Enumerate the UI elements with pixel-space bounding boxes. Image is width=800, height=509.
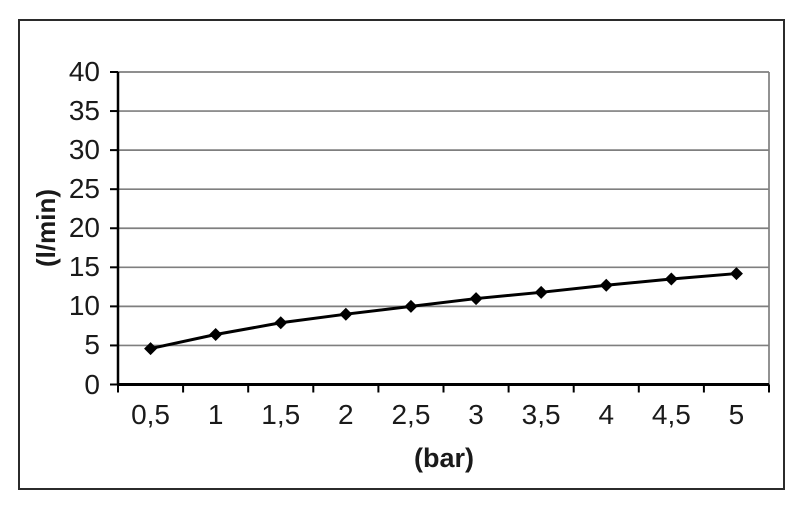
data-point-diamond-marker [729, 267, 743, 281]
data-point-diamond-marker [534, 285, 548, 299]
x-tick-label: 5 [728, 399, 745, 430]
data-point-diamond-marker [599, 278, 613, 292]
y-axis-title: (l/min) [31, 189, 61, 267]
x-tick-label: 1 [207, 399, 224, 430]
data-point-diamond-marker [469, 292, 483, 306]
y-tick-label: 0 [84, 368, 100, 400]
data-point-diamond-marker [339, 307, 353, 321]
x-tick-label: 4,5 [651, 399, 691, 430]
y-tick-label: 10 [68, 290, 100, 322]
x-tick-label: 3,5 [521, 399, 561, 430]
data-point-diamond-marker [664, 272, 678, 286]
series-line [150, 272, 737, 351]
x-tick-label: 2,5 [391, 399, 431, 430]
y-tick-label: 15 [68, 251, 100, 283]
y-tick-label: 30 [68, 134, 100, 166]
data-point-diamond-marker [274, 316, 288, 330]
x-tick-label: 3 [468, 399, 484, 430]
data-point-diamond-marker [404, 299, 418, 313]
x-tick-label: 0,5 [131, 399, 171, 430]
y-tick-label: 40 [68, 56, 100, 87]
x-axis-title: (bar) [414, 443, 474, 473]
x-tick-label: 1,5 [261, 399, 301, 430]
data-point-diamond-marker [209, 328, 223, 341]
chart-frame [18, 19, 785, 490]
y-tick-label: 5 [84, 329, 100, 361]
x-tick-label: 4 [598, 399, 615, 430]
y-tick-label: 20 [68, 212, 100, 244]
y-tick-label: 35 [68, 95, 100, 127]
y-tick-label: 25 [68, 173, 100, 205]
data-point-diamond-marker [144, 342, 158, 356]
x-tick-label: 2 [338, 399, 354, 430]
